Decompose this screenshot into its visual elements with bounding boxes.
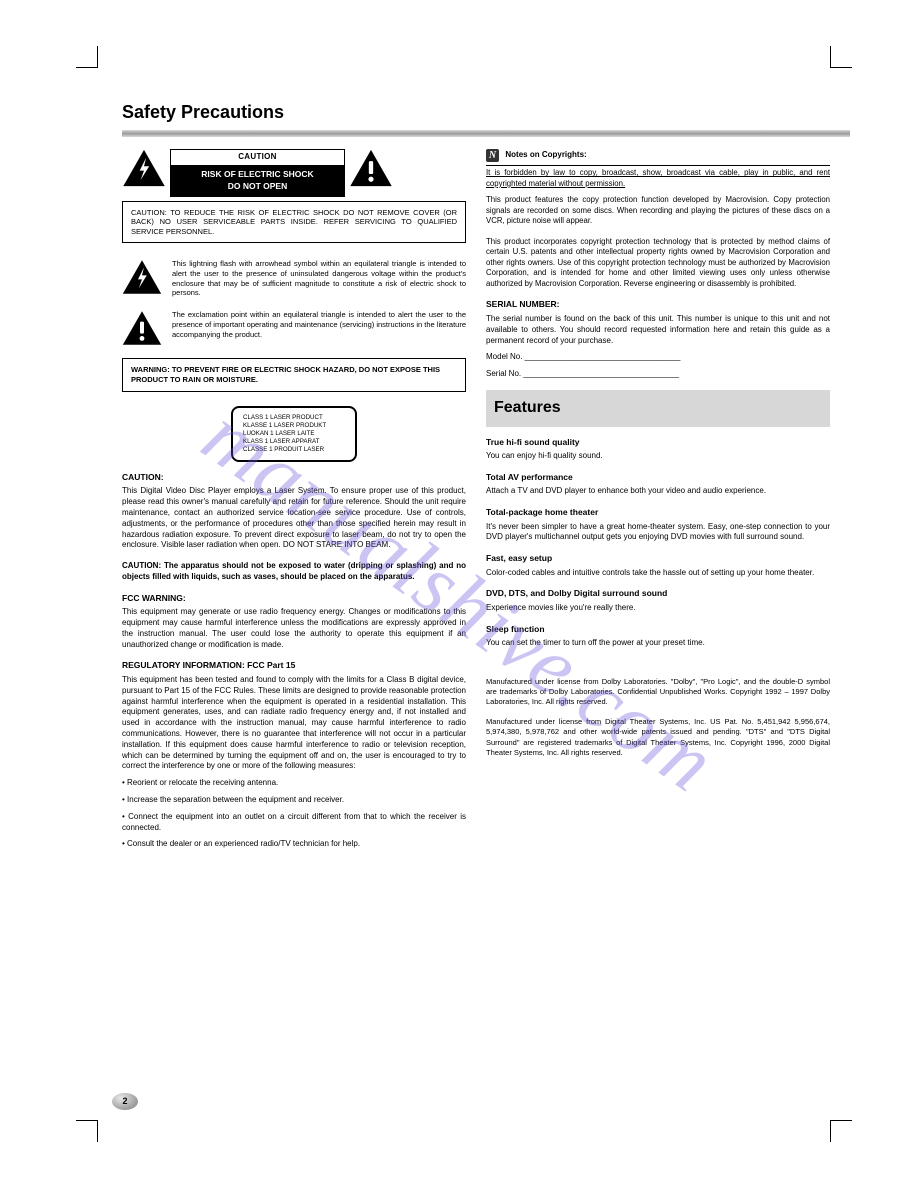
- class1-line: CLASSE 1 PRODUIT LASER: [243, 446, 345, 454]
- fire-warning-text: WARNING: TO PREVENT FIRE OR ELECTRIC SHO…: [131, 365, 440, 384]
- feature-body: Experience movies like you're really the…: [486, 603, 830, 614]
- exclamation-triangle-icon: [122, 310, 162, 346]
- notes-label: Notes on Copyrights:: [505, 150, 586, 159]
- divider: [486, 165, 830, 166]
- reg-bullet-text: Increase the separation between the equi…: [127, 795, 344, 804]
- fcc-warning-heading: FCC WARNING:: [122, 593, 466, 604]
- caution-label-line2: DO NOT OPEN: [173, 181, 342, 192]
- feature-body: Color-coded cables and intuitive control…: [486, 568, 830, 579]
- feature-body: You can set the timer to turn off the po…: [486, 638, 830, 649]
- warning-header-row: CAUTION RISK OF ELECTRIC SHOCK DO NOT OP…: [122, 149, 466, 197]
- caution-label-box: CAUTION RISK OF ELECTRIC SHOCK DO NOT OP…: [170, 149, 345, 197]
- feature-heading: True hi-fi sound quality: [486, 437, 830, 448]
- lightning-symbol-text: This lightning flash with arrowhead symb…: [172, 259, 466, 298]
- notes-icon: N: [486, 149, 499, 162]
- lightning-triangle-icon: [122, 259, 162, 295]
- copyright-p1: It is forbidden by law to copy, broadcas…: [486, 168, 830, 189]
- regulatory-bullet: • Increase the separation between the eq…: [122, 795, 466, 806]
- feature-heading: DVD, DTS, and Dolby Digital surround sou…: [486, 588, 830, 599]
- reg-bullet-text: Consult the dealer or an experienced rad…: [127, 839, 360, 848]
- crop-mark: [76, 46, 98, 68]
- feature-heading: Total AV performance: [486, 472, 830, 483]
- fcc-warning-body: This equipment may generate or use radio…: [122, 607, 466, 650]
- class1-laser-label: CLASS 1 LASER PRODUCT KLASSE 1 LASER PRO…: [231, 406, 357, 462]
- title-divider: [122, 130, 850, 137]
- water-caution: CAUTION: The apparatus should not be exp…: [122, 561, 466, 583]
- feature-heading: Total-package home theater: [486, 507, 830, 518]
- class1-line: KLASS 1 LASER APPARAT: [243, 438, 345, 446]
- serial-no-line: Serial No. _____________________________…: [486, 369, 830, 380]
- model-no-line: Model No. ______________________________…: [486, 352, 830, 363]
- two-column-layout: CAUTION RISK OF ELECTRIC SHOCK DO NOT OP…: [122, 149, 850, 856]
- regulatory-bullet: • Reorient or relocate the receiving ant…: [122, 778, 466, 789]
- water-caution-bold: CAUTION: The apparatus should not be exp…: [122, 561, 466, 581]
- caution-text-box: CAUTION: TO REDUCE THE RISK OF ELECTRIC …: [122, 201, 466, 243]
- caution-label-top: CAUTION: [171, 150, 344, 165]
- regulatory-bullet: • Connect the equipment into an outlet o…: [122, 812, 466, 834]
- feature-body: Attach a TV and DVD player to enhance bo…: [486, 486, 830, 497]
- notes-header: N Notes on Copyrights:: [486, 149, 830, 162]
- feature-body: You can enjoy hi-fi quality sound.: [486, 451, 830, 462]
- crop-mark: [830, 46, 852, 68]
- copyright-p3: This product incorporates copyright prot…: [486, 237, 830, 290]
- crop-mark: [830, 1120, 852, 1142]
- serial-body: The serial number is found on the back o…: [486, 314, 830, 346]
- serial-heading: SERIAL NUMBER:: [486, 299, 830, 310]
- laser-caution-heading: CAUTION:: [122, 472, 466, 483]
- left-column: CAUTION RISK OF ELECTRIC SHOCK DO NOT OP…: [122, 149, 466, 856]
- dolby-trademark: Manufactured under license from Dolby La…: [486, 677, 830, 707]
- page-number-badge: 2: [112, 1093, 138, 1110]
- lightning-symbol-row: This lightning flash with arrowhead symb…: [122, 259, 466, 298]
- caution-label-bottom: RISK OF ELECTRIC SHOCK DO NOT OPEN: [171, 165, 344, 196]
- fire-warning-box: WARNING: TO PREVENT FIRE OR ELECTRIC SHO…: [122, 358, 466, 392]
- dts-trademark: Manufactured under license from Digital …: [486, 717, 830, 758]
- regulatory-bullet: • Consult the dealer or an experienced r…: [122, 839, 466, 850]
- feature-heading: Fast, easy setup: [486, 553, 830, 564]
- features-box: Features: [486, 390, 830, 427]
- exclamation-symbol-row: The exclamation point within an equilate…: [122, 310, 466, 346]
- crop-mark: [76, 1120, 98, 1142]
- feature-body: It's never been simpler to have a great …: [486, 522, 830, 544]
- class1-label-wrap: CLASS 1 LASER PRODUCT KLASSE 1 LASER PRO…: [122, 406, 466, 462]
- exclamation-triangle-icon: [349, 149, 393, 187]
- right-column: N Notes on Copyrights: It is forbidden b…: [486, 149, 830, 856]
- laser-caution-body: This Digital Video Disc Player employs a…: [122, 486, 466, 551]
- class1-line: CLASS 1 LASER PRODUCT: [243, 414, 345, 422]
- page-title: Safety Precautions: [122, 100, 850, 124]
- page-content: Safety Precautions CAUTION RISK OF ELECT…: [122, 100, 850, 856]
- reg-bullet-text: Reorient or relocate the receiving anten…: [127, 778, 278, 787]
- class1-line: LUOKAN 1 LASER LAITE: [243, 430, 345, 438]
- reg-bullet-text: Connect the equipment into an outlet on …: [122, 812, 466, 832]
- regulatory-heading: REGULATORY INFORMATION: FCC Part 15: [122, 660, 466, 671]
- caution-label-line1: RISK OF ELECTRIC SHOCK: [173, 169, 342, 180]
- lightning-triangle-icon: [122, 149, 166, 187]
- copyright-p2: This product features the copy protectio…: [486, 195, 830, 227]
- exclamation-symbol-text: The exclamation point within an equilate…: [172, 310, 466, 346]
- regulatory-body: This equipment has been tested and found…: [122, 675, 466, 772]
- features-title: Features: [494, 397, 822, 419]
- class1-line: KLASSE 1 LASER PRODUKT: [243, 422, 345, 430]
- feature-heading: Sleep function: [486, 624, 830, 635]
